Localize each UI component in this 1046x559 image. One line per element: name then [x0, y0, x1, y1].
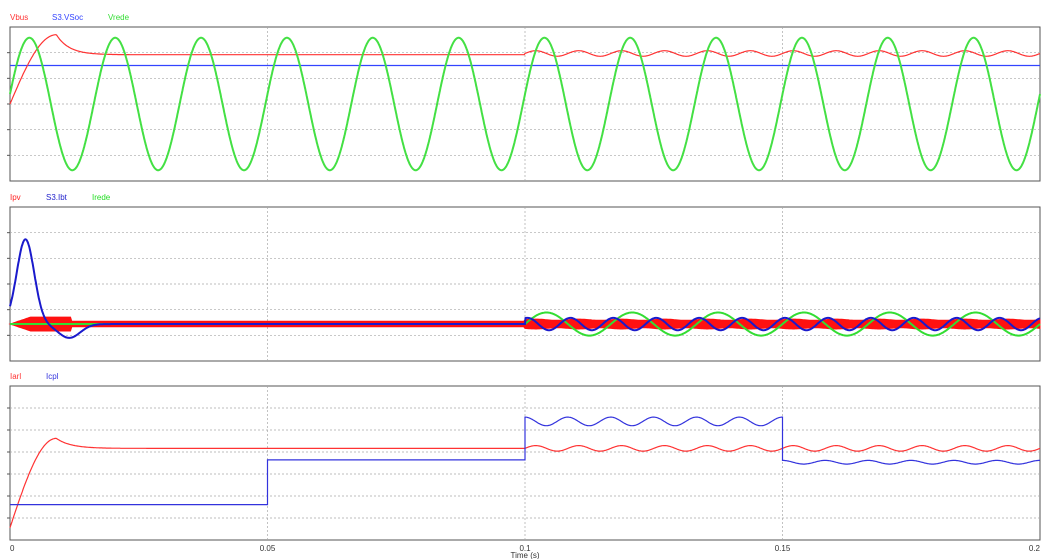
legend-ipv: Ipv: [10, 193, 21, 202]
legend-irede: Irede: [92, 193, 111, 202]
panel-1-grid: [7, 27, 1040, 181]
x-tick-label: 0.1: [519, 544, 531, 553]
legend-iarl: Iarl: [10, 372, 21, 381]
panel-2-grid: [7, 207, 1040, 361]
x-tick-label: 0.15: [775, 544, 791, 553]
panel-2: Ipv S3.Ibt Irede: [7, 193, 1041, 362]
legend-vsoc: S3.VSoc: [52, 13, 83, 22]
x-axis-title: Time (s): [510, 551, 539, 559]
series-icpl-line: [10, 416, 1040, 506]
panel-3: Iarl Icpl: [7, 372, 1041, 541]
legend-vrede: Vrede: [108, 13, 130, 22]
legend-ibt: S3.Ibt: [46, 193, 68, 202]
x-tick-label: 0: [10, 544, 15, 553]
series-vrede-line: [9, 36, 1041, 172]
series-vbus-line: [9, 34, 1041, 105]
x-tick-label: 0.05: [260, 544, 276, 553]
panel-1: Vbus S3.VSoc Vrede: [7, 13, 1041, 182]
legend-icpl: Icpl: [46, 372, 59, 381]
series-ibt-line: [9, 238, 1041, 339]
legend-vbus: Vbus: [10, 13, 28, 22]
panel-3-grid: [7, 386, 1040, 540]
x-tick-label: 0.2: [1029, 544, 1041, 553]
